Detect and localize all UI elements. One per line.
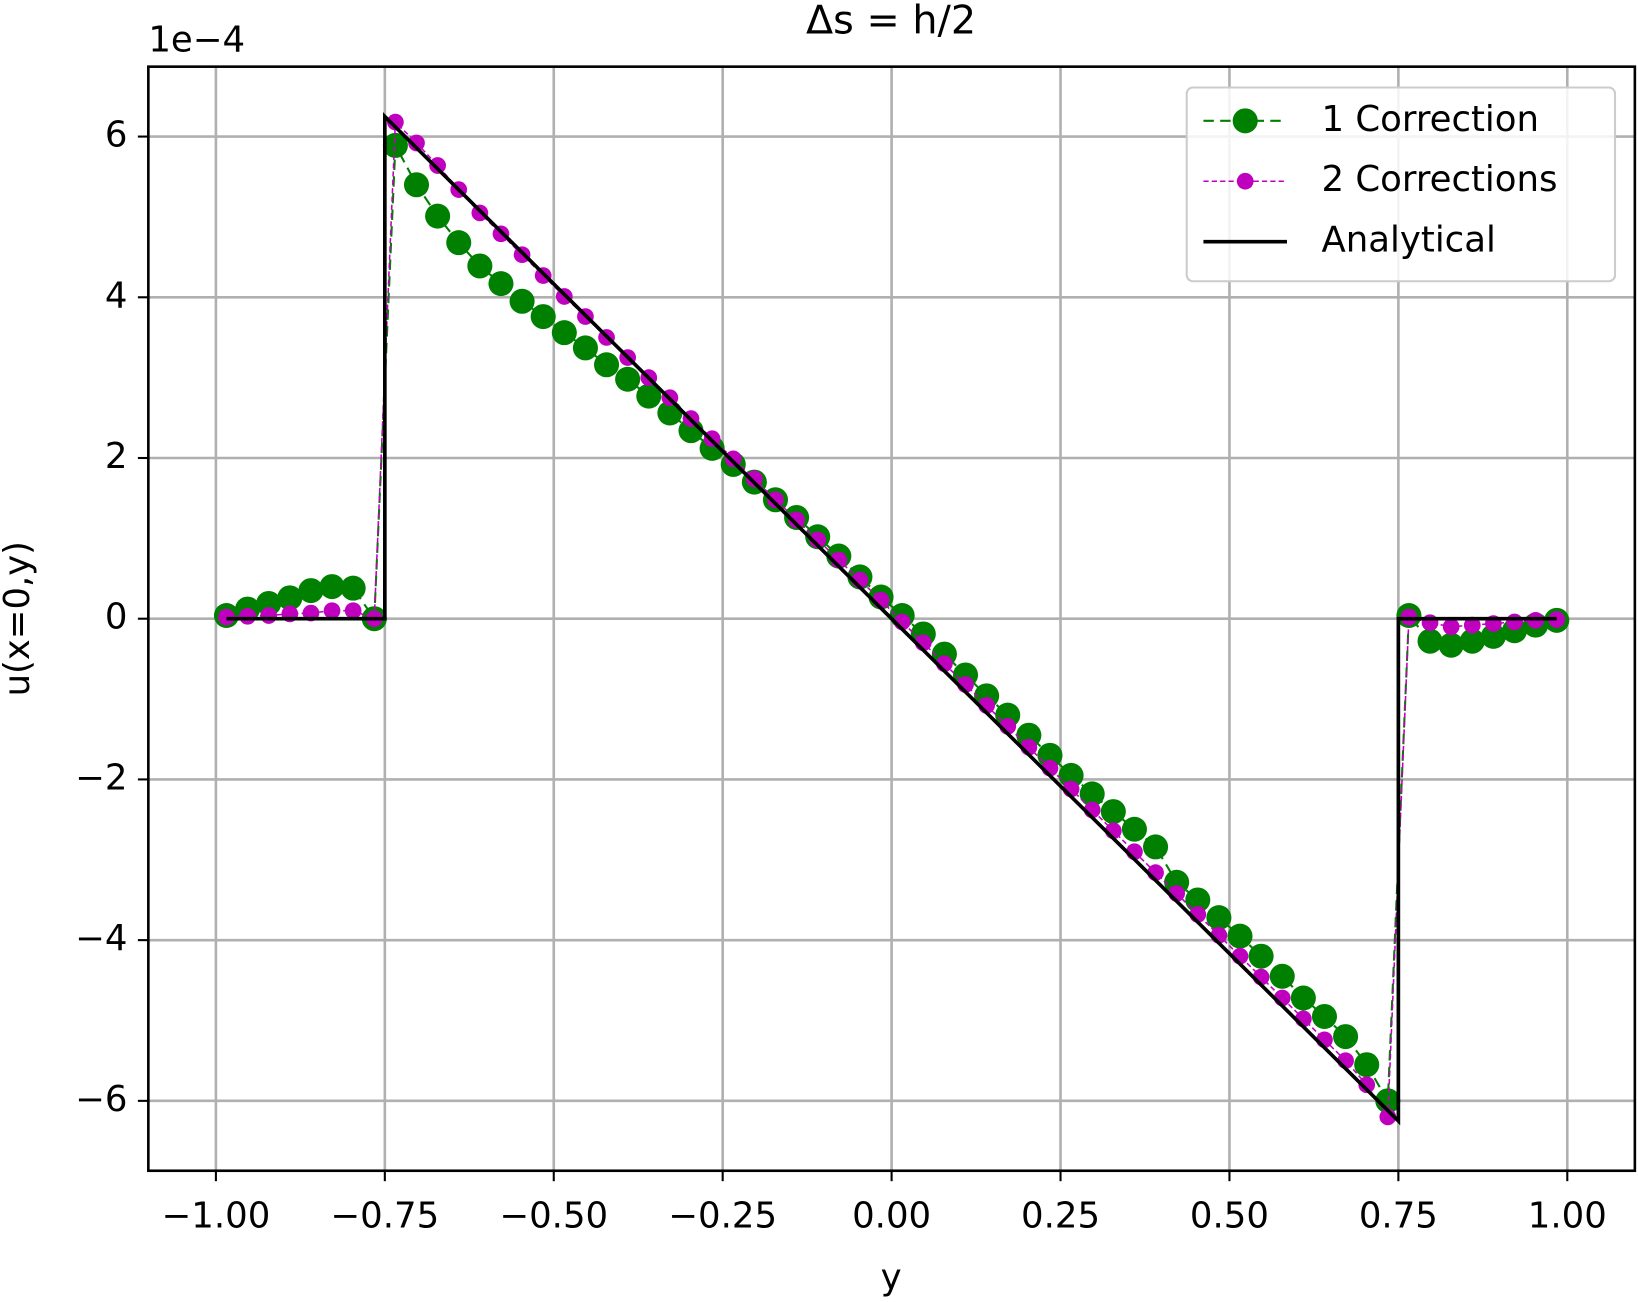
data-point	[1375, 1088, 1401, 1114]
data-point	[1438, 632, 1464, 658]
data-point	[1079, 781, 1105, 807]
series-line	[226, 141, 1557, 1105]
data-point	[788, 511, 805, 529]
data-point	[1417, 628, 1443, 654]
x-tick-label: −1.00	[162, 1196, 271, 1237]
legend: 1 Correction 2 Corrections Analytical	[1185, 86, 1617, 283]
x-tick-label: 1.00	[1528, 1196, 1607, 1237]
x-tick-label: 0.25	[1021, 1196, 1100, 1237]
data-point	[1506, 613, 1523, 631]
data-point	[1143, 834, 1169, 860]
plot-frame	[147, 65, 1637, 1173]
x-tick-label: 0.75	[1359, 1196, 1438, 1237]
data-point	[724, 450, 742, 468]
data-point	[1480, 623, 1506, 649]
data-point	[572, 335, 598, 361]
data-point	[1121, 816, 1147, 842]
series-line	[226, 112, 1557, 1126]
x-tick-label: −0.50	[499, 1196, 608, 1237]
legend-marker	[1232, 108, 1258, 134]
data-point	[298, 578, 324, 604]
data-point	[403, 172, 430, 198]
data-point	[530, 304, 556, 330]
data-point	[1290, 985, 1316, 1011]
x-tick-label: 0.00	[852, 1196, 931, 1237]
data-point	[1463, 616, 1481, 634]
data-point	[1459, 628, 1485, 654]
legend-box	[1185, 86, 1617, 283]
chart-title: Δs = h/2	[806, 0, 976, 43]
data-point	[809, 531, 827, 549]
data-point	[277, 585, 303, 611]
data-point	[1037, 742, 1063, 768]
data-point	[319, 574, 345, 600]
data-point	[745, 470, 763, 488]
y-tick-label: −2	[75, 757, 127, 798]
x-axis-label: y	[881, 1257, 902, 1298]
data-point	[594, 352, 620, 378]
data-point	[509, 288, 535, 314]
data-point	[239, 607, 256, 625]
data-point	[260, 607, 278, 624]
y-tick-label: 2	[105, 436, 128, 477]
y-tick-label: 4	[105, 275, 128, 316]
data-point	[1206, 905, 1232, 931]
data-point	[256, 590, 282, 616]
y-tick-label: −4	[75, 918, 127, 959]
y-axis-label: u(x=0,y)	[0, 541, 38, 696]
data-point	[1185, 887, 1211, 913]
legend-label: Analytical	[1321, 220, 1495, 261]
data-point	[551, 320, 577, 346]
data-point	[387, 113, 404, 131]
data-point	[429, 157, 446, 174]
data-point	[467, 253, 493, 279]
data-point	[1100, 799, 1126, 825]
data-point	[340, 575, 366, 601]
legend-label: 2 Corrections	[1321, 159, 1557, 200]
data-point	[615, 366, 641, 392]
x-tick-label: −0.75	[330, 1196, 439, 1237]
data-point	[488, 271, 514, 297]
data-point	[323, 602, 341, 620]
data-point	[425, 203, 451, 229]
data-point	[1058, 762, 1084, 788]
data-point	[636, 383, 662, 409]
series-line	[226, 120, 1557, 1120]
data-point	[1333, 1024, 1359, 1050]
data-point	[344, 602, 362, 620]
data-point	[382, 132, 408, 158]
data-point	[1248, 943, 1274, 969]
x-tick-label: −0.25	[668, 1196, 777, 1237]
data-point	[1311, 1003, 1338, 1029]
data-point	[1442, 618, 1460, 636]
y-tick-label: 6	[105, 115, 128, 156]
data-point	[1269, 963, 1295, 989]
legend-marker	[1236, 172, 1254, 190]
legend-label: 1 Correction	[1321, 99, 1539, 140]
y-offset-label: 1e−4	[148, 20, 245, 61]
y-tick-label: 0	[105, 597, 128, 638]
data-point	[446, 230, 472, 256]
x-tick-label: 0.50	[1190, 1196, 1269, 1237]
data-point	[408, 134, 425, 152]
y-tick-label: −6	[75, 1079, 127, 1120]
data-point	[1358, 1076, 1376, 1094]
data-point	[767, 491, 784, 509]
data-point	[1354, 1052, 1380, 1078]
data-point	[1227, 923, 1253, 949]
